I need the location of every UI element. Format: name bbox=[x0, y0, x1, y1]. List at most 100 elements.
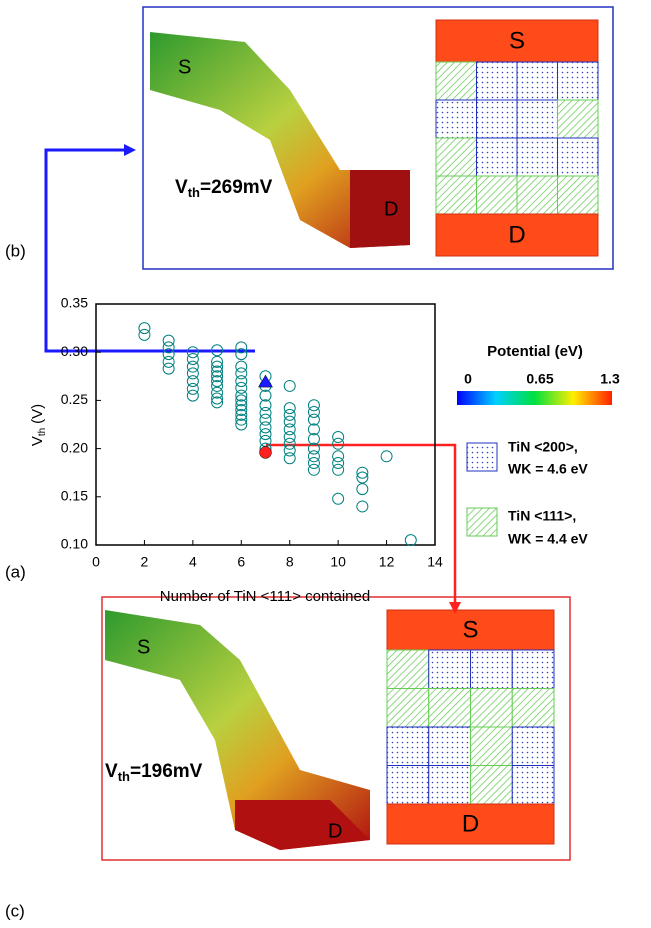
y-axis-label: Vth(V) bbox=[29, 404, 48, 446]
tin-200-cell bbox=[429, 650, 471, 689]
point bbox=[260, 422, 271, 433]
y-tick-label: 0.15 bbox=[61, 488, 88, 504]
figure: S D Vth=269mV SD S D Vth=196mV SD (b) (a… bbox=[0, 0, 651, 928]
point bbox=[333, 493, 344, 504]
point bbox=[357, 467, 368, 478]
tin-200-cell bbox=[477, 100, 518, 138]
tin-200-cell bbox=[517, 62, 558, 100]
point bbox=[163, 335, 174, 346]
point bbox=[333, 464, 344, 475]
x-tick-label: 10 bbox=[330, 554, 346, 570]
point bbox=[163, 356, 174, 367]
x-tick-label: 6 bbox=[237, 554, 245, 570]
tin-111-cell bbox=[436, 176, 477, 214]
point bbox=[260, 429, 271, 440]
y-tick-label: 0.35 bbox=[61, 295, 88, 311]
drain-label: D bbox=[328, 820, 342, 842]
tin-200-cell bbox=[429, 727, 471, 766]
tin-111-cell bbox=[471, 766, 513, 805]
tin-111-cell bbox=[436, 62, 477, 100]
colorbar-tick: 0.65 bbox=[526, 371, 553, 387]
tin-111-cell bbox=[471, 689, 513, 728]
x-tick-label: 8 bbox=[286, 554, 294, 570]
point bbox=[333, 432, 344, 443]
x-tick-label: 4 bbox=[189, 554, 197, 570]
point bbox=[308, 451, 319, 462]
point bbox=[163, 363, 174, 374]
colorbar-title: Potential (eV) bbox=[487, 343, 583, 360]
tin-200-cell bbox=[512, 650, 554, 689]
colorbar-tick: 0 bbox=[464, 371, 472, 387]
colorbar bbox=[457, 391, 612, 405]
point bbox=[236, 376, 247, 387]
point bbox=[187, 390, 198, 401]
point bbox=[139, 323, 150, 334]
tin-200-cell bbox=[429, 766, 471, 805]
legend-text: TiN <200>, bbox=[508, 439, 578, 455]
point bbox=[284, 403, 295, 414]
tin-200-cell bbox=[477, 62, 518, 100]
tin-111-cell bbox=[471, 727, 513, 766]
point bbox=[405, 535, 416, 546]
x-tick-label: 2 bbox=[141, 554, 149, 570]
cell-grid: SD bbox=[436, 20, 598, 256]
tin-200-cell bbox=[558, 138, 599, 176]
tin-200-cell bbox=[477, 138, 518, 176]
tin-200-cell bbox=[471, 650, 513, 689]
point bbox=[284, 409, 295, 420]
point bbox=[333, 458, 344, 469]
link-arrow bbox=[266, 445, 455, 603]
y-tick-label: 0.25 bbox=[61, 391, 88, 407]
point bbox=[308, 400, 319, 411]
point bbox=[357, 484, 368, 495]
point bbox=[260, 446, 272, 458]
source-label: S bbox=[178, 56, 191, 78]
grid-source-label: S bbox=[509, 27, 525, 54]
tin-111-cell bbox=[387, 689, 429, 728]
point bbox=[308, 458, 319, 469]
tin-111-cell bbox=[558, 100, 599, 138]
tin-200-cell bbox=[387, 766, 429, 805]
point bbox=[357, 501, 368, 512]
legend-text: TiN <111>, bbox=[508, 508, 576, 524]
source-label: S bbox=[137, 636, 150, 658]
point bbox=[259, 375, 273, 387]
point bbox=[260, 407, 271, 418]
point bbox=[187, 383, 198, 394]
grid-drain-label: D bbox=[462, 810, 479, 837]
tin-200-cell bbox=[517, 138, 558, 176]
tin-111-cell bbox=[477, 176, 518, 214]
y-tick-label: 0.30 bbox=[61, 343, 88, 359]
tin-200-cell bbox=[558, 62, 599, 100]
colorbar-tick: 1.3 bbox=[600, 371, 620, 387]
vth-label: Vth=196mV bbox=[105, 761, 203, 784]
point bbox=[284, 432, 295, 443]
point bbox=[333, 451, 344, 462]
drain-label: D bbox=[384, 198, 398, 220]
x-axis-label: Number of TiN <111> contained bbox=[160, 588, 370, 605]
panel-label: (c) bbox=[5, 901, 25, 920]
panel-label: (b) bbox=[5, 241, 26, 260]
x-tick-label: 14 bbox=[427, 554, 443, 570]
point bbox=[284, 380, 295, 391]
legend-swatch bbox=[467, 443, 497, 471]
arrowhead bbox=[124, 144, 136, 156]
tin-200-cell bbox=[512, 766, 554, 805]
grid-source-label: S bbox=[462, 616, 478, 643]
legend-swatch bbox=[467, 508, 497, 536]
legend-text: WK = 4.4 eV bbox=[508, 531, 588, 547]
y-tick-label: 0.20 bbox=[61, 439, 88, 455]
tin-111-cell bbox=[512, 689, 554, 728]
tin-111-cell bbox=[387, 650, 429, 689]
x-tick-label: 0 bbox=[92, 554, 100, 570]
point bbox=[187, 361, 198, 372]
grid-drain-label: D bbox=[508, 221, 525, 248]
point bbox=[381, 451, 392, 462]
legend-text: WK = 4.6 eV bbox=[508, 461, 588, 477]
point bbox=[357, 472, 368, 483]
vth-label: Vth=269mV bbox=[175, 177, 273, 200]
tin-111-cell bbox=[436, 138, 477, 176]
point bbox=[308, 464, 319, 475]
link-arrow bbox=[46, 150, 126, 351]
